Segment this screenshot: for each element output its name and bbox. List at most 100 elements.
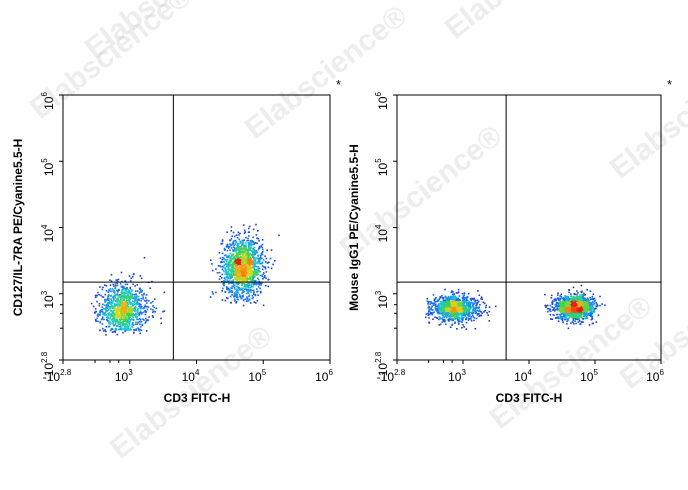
scatter-point [232,273,235,275]
scatter-point [257,278,260,281]
scatter-point [139,307,141,309]
scatter-point [108,299,110,301]
scatter-point [435,296,437,299]
scatter-point [123,309,126,311]
scatter-point [568,316,571,318]
scatter-point [243,262,245,265]
scatter-point [255,269,258,271]
scatter-point [452,315,454,317]
scatter-point [232,274,234,276]
scatter-point [559,298,562,300]
scatter-point [441,314,444,316]
scatter-point [105,307,108,310]
scatter-point [562,312,565,315]
scatter-point [233,267,236,270]
scatter-point [242,299,245,302]
scatter-point [110,280,113,282]
scatter-point [141,305,143,308]
scatter-point [230,226,233,228]
scatter-point [594,299,596,302]
scatter-point [257,238,260,240]
scatter-point [456,299,459,301]
scatter-point [252,257,255,260]
scatter-point [440,309,442,311]
scatter-point [116,304,118,307]
scatter-point [432,309,434,311]
scatter-point [572,306,575,308]
scatter-point [105,314,107,316]
scatter-point [471,309,474,311]
scatter-point [123,301,125,304]
scatter-point [466,311,468,314]
scatter-point [136,316,139,318]
scatter-point [231,280,234,283]
scatter-point [472,316,475,318]
scatter-point [107,314,110,316]
scatter-point [126,288,129,291]
scatter-point [237,283,239,285]
scatter-point [472,304,474,306]
scatter-point [227,272,230,274]
scatter-point [238,257,241,260]
scatter-point [109,290,112,292]
scatter-point [240,280,242,283]
scatter-point [593,300,596,303]
scatter-point [127,303,130,306]
scatter-point [129,318,132,321]
scatter-point [448,318,451,321]
scatter-point [135,290,137,292]
scatter-point [428,310,430,313]
scatter-point [139,323,141,325]
scatter-point [589,296,592,299]
scatter-point [260,291,262,294]
scatter-point [591,322,594,325]
scatter-point [235,289,238,292]
scatter-point [580,295,582,297]
scatter-point [239,265,241,267]
scatter-point [130,306,132,308]
scatter-point [572,308,574,310]
scatter-point [444,288,446,291]
scatter-point [224,254,226,257]
scatter-point [224,273,226,276]
scatter-point [590,318,593,321]
scatter-point [127,310,129,313]
scatter-point [449,305,451,307]
scatter-point [440,307,443,310]
scatter-point [452,317,455,320]
scatter-point [109,323,112,325]
scatter-point [251,247,253,249]
scatter-point [443,319,446,321]
scatter-point [126,314,129,316]
scatter-point [551,318,554,320]
scatter-point [248,283,251,285]
scatter-point [443,316,445,319]
scatter-point [143,311,145,313]
scatter-point [473,297,475,300]
scatter-point [238,262,240,265]
scatter-point [139,275,142,277]
scatter-point [601,303,603,305]
scatter-point [257,257,259,260]
scatter-point [585,312,588,314]
scatter-point [98,304,101,307]
scatter-point [144,297,147,299]
scatter-point [240,262,243,265]
scatter-point [124,330,127,333]
scatter-point [107,297,109,299]
scatter-point [120,291,123,293]
scatter-point [243,264,246,267]
scatter-point [559,310,562,312]
scatter-point [574,320,576,322]
scatter-point [230,269,233,272]
scatter-point [239,278,241,280]
scatter-point [592,306,595,309]
scatter-point [130,297,133,299]
scatter-point [126,305,129,308]
scatter-point [139,310,142,313]
scatter-point [242,289,244,292]
scatter-point [225,246,228,248]
scatter-point [251,294,254,297]
scatter-point [242,242,244,245]
scatter-point [593,302,596,305]
